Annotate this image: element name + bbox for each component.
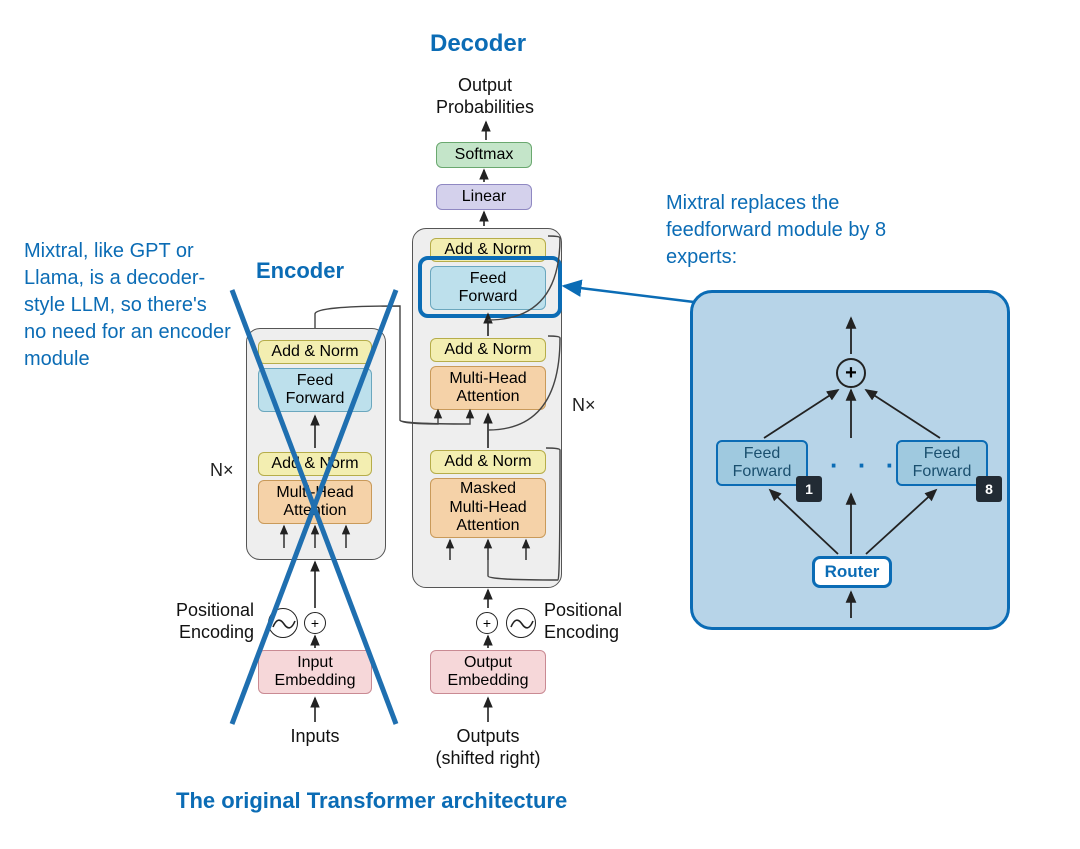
output-embedding-block: Output Embedding xyxy=(430,650,546,694)
decoder-title: Decoder xyxy=(430,30,526,58)
moe-expert-1-num: 1 xyxy=(796,476,822,502)
decoder-pe-add: + xyxy=(476,612,498,634)
right-annotation: Mixtral replaces the feedforward module … xyxy=(666,190,916,271)
moe-expert-8-num: 8 xyxy=(976,476,1002,502)
encoder-pe-add: + xyxy=(304,612,326,634)
moe-expert-8: Feed Forward xyxy=(896,440,988,486)
encoder-positional-encoding-label: Positional Encoding xyxy=(154,600,254,643)
decoder-positional-encoding-label: Positional Encoding xyxy=(544,600,644,643)
decoder-addnorm-2: Add & Norm xyxy=(430,338,546,362)
decoder-addnorm-1: Add & Norm xyxy=(430,450,546,474)
output-probabilities-label: Output Probabilities xyxy=(415,75,555,118)
figure-caption: The original Transformer architecture xyxy=(176,788,567,814)
encoder-nx: N× xyxy=(210,460,234,481)
feedforward-highlight xyxy=(418,256,562,318)
encoder-feedforward: Feed Forward xyxy=(258,368,372,412)
moe-expert-1: Feed Forward xyxy=(716,440,808,486)
decoder-nx: N× xyxy=(572,395,596,416)
encoder-addnorm-2: Add & Norm xyxy=(258,340,372,364)
decoder-pe-wave-icon xyxy=(506,608,536,638)
outputs-label: Outputs (shifted right) xyxy=(422,726,554,769)
decoder-masked-attention: Masked Multi-Head Attention xyxy=(430,478,546,538)
encoder-pe-wave-icon xyxy=(268,608,298,638)
moe-ellipsis: · · · xyxy=(830,450,900,481)
left-annotation: Mixtral, like GPT or Llama, is a decoder… xyxy=(24,238,234,373)
encoder-title: Encoder xyxy=(256,258,344,284)
decoder-multihead-attention: Multi-Head Attention xyxy=(430,366,546,410)
linear-block: Linear xyxy=(436,184,532,210)
inputs-label: Inputs xyxy=(280,726,350,748)
encoder-multihead-attention: Multi-Head Attention xyxy=(258,480,372,524)
encoder-addnorm-1: Add & Norm xyxy=(258,452,372,476)
moe-add-icon: + xyxy=(836,358,866,388)
input-embedding-block: Input Embedding xyxy=(258,650,372,694)
moe-router: Router xyxy=(812,556,892,588)
softmax-block: Softmax xyxy=(436,142,532,168)
